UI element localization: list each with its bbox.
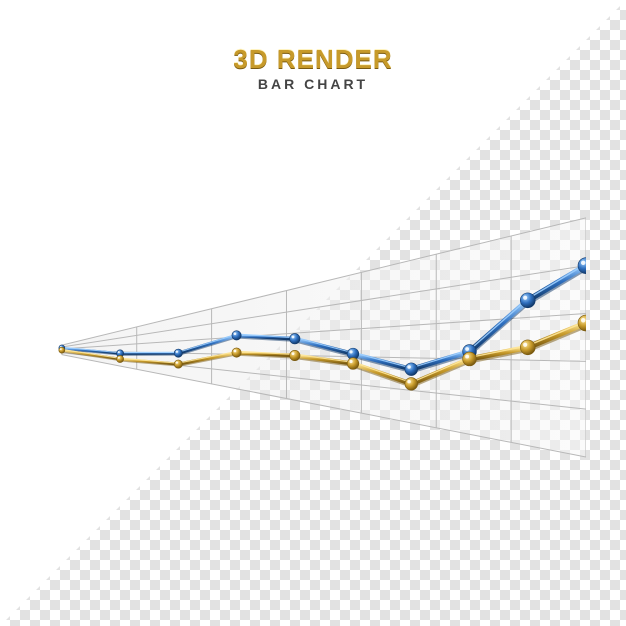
series-marker-specular (176, 361, 178, 363)
series-marker (520, 293, 535, 308)
series-marker-specular (118, 357, 120, 359)
series-marker-specular (581, 318, 585, 322)
series-marker-specular (234, 350, 237, 353)
series-marker-specular (407, 365, 411, 369)
series-marker (59, 347, 65, 353)
series-marker (405, 378, 418, 391)
series-marker-specular (465, 355, 469, 359)
series-marker-specular (118, 351, 120, 353)
line-chart (40, 210, 586, 470)
series-marker-specular (349, 360, 352, 363)
series-marker-specular (465, 347, 469, 351)
series-marker (290, 350, 300, 360)
series-marker-specular (292, 335, 295, 338)
series-marker-specular (292, 352, 295, 355)
series-marker (174, 349, 182, 357)
series-marker (347, 358, 359, 370)
series-marker (290, 334, 300, 344)
series-marker (232, 348, 241, 357)
series-marker-specular (581, 261, 585, 265)
series-marker-specular (523, 296, 527, 300)
title-sub: BAR CHART (0, 76, 626, 92)
series-marker-specular (234, 332, 237, 335)
title-block: 3D RENDER BAR CHART (0, 46, 626, 92)
series-marker-specular (349, 350, 352, 353)
stage: 3D RENDER BAR CHART (0, 0, 626, 626)
series-marker-specular (60, 348, 62, 350)
series-marker-specular (176, 351, 178, 353)
series-marker (117, 355, 124, 362)
grid-wall (62, 218, 586, 457)
series-marker (520, 340, 535, 355)
series-marker (232, 331, 241, 340)
series-marker (463, 352, 477, 366)
series-marker-specular (523, 343, 527, 347)
series-marker (405, 363, 418, 376)
title-main: 3D RENDER (0, 46, 626, 72)
series-marker (174, 360, 182, 368)
chart-svg (40, 210, 586, 470)
series-marker-specular (407, 380, 411, 384)
